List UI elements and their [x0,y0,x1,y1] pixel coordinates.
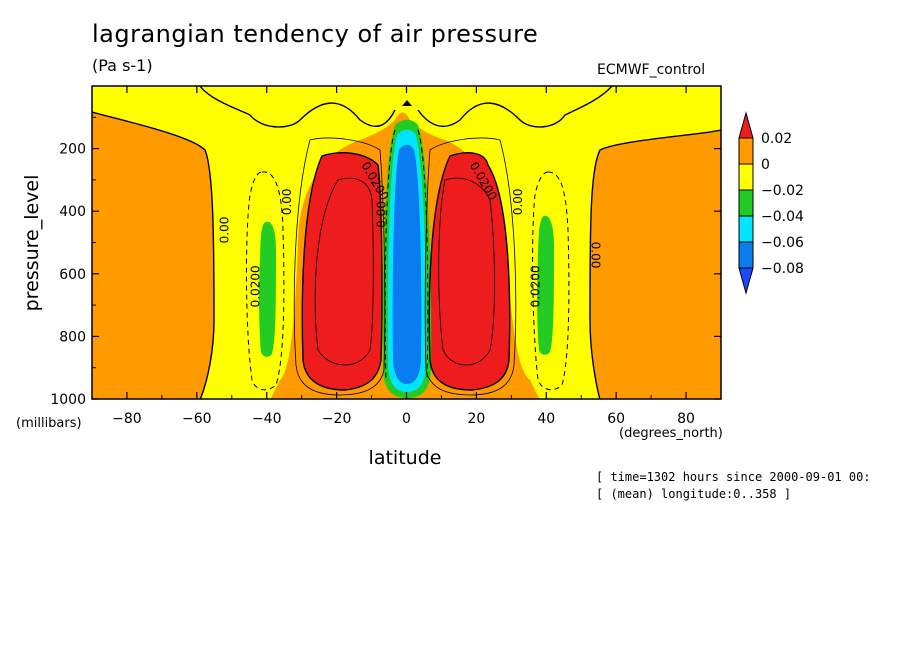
colorbar-swatch [738,189,754,217]
x-tick-label: 40 [537,411,555,427]
dashed-contour-north [532,171,570,391]
x-tick-label: 80 [677,411,695,427]
outer-contour-south [293,137,386,396]
x-tick-label: −80 [112,411,142,427]
colorbar-extend-top [738,111,754,139]
x-axis-units: (degrees_north) [619,426,723,441]
y-tick-label: 400 [59,204,86,220]
colorbar-level-label: 0 [761,157,770,173]
inner-contour-north [438,177,495,366]
colorbar-level-label: −0.06 [761,235,804,251]
colorbar-level-label: 0.02 [761,131,792,147]
colorbar-level-label: −0.04 [761,209,804,225]
y-axis-label: pressure_level [21,175,43,312]
y-tick-label: 800 [59,329,86,345]
max-marker-icon [402,100,412,106]
dashed-equatorial-north [417,129,429,381]
red-cell-north [429,152,510,390]
x-axis: −80 −60 −40 −20 0 20 40 60 80 [91,86,722,427]
green-band-south [259,221,276,357]
colorbar-level-label: −0.08 [761,261,804,277]
longitude-metadata: [ (mean) longitude:0..358 ] [596,487,792,501]
colorbar-swatch [738,215,754,243]
x-tick-label: 20 [467,411,485,427]
green-band-north [537,215,554,355]
y-tick-label: 200 [59,142,86,158]
chart-title: lagrangian tendency of air pressure [92,20,539,48]
y-tick-label: 1000 [50,392,86,408]
contour-label: 0.00 [217,217,231,244]
outer-contour-north [424,137,517,396]
y-axis: 200 400 600 800 1000 [50,116,721,408]
red-cell-south-outline [301,152,383,391]
colorbar-swatch [738,241,754,269]
colorbar-swatch [738,163,754,191]
dashed-equatorial-south [384,129,396,381]
x-tick-label: −40 [252,411,282,427]
contour-label: 0.0200 [528,265,542,307]
y-axis-units: (millibars) [16,416,82,431]
contour-label: 0.00 [589,242,603,269]
dataset-label: ECMWF_control [597,62,706,78]
contour-lines [92,86,721,399]
contour-label: 0.00 [511,188,525,215]
colorbar: 0.02 0 −0.02 −0.04 −0.06 −0.08 [738,111,804,295]
dashed-contours [245,129,570,391]
time-metadata: [ time=1302 hours since 2000-09-01 00: [596,470,871,484]
y-tick-label: 600 [59,267,86,283]
colorbar-level-label: −0.02 [761,183,804,199]
x-tick-label: 0 [402,411,411,427]
zero-contour-east [589,129,721,399]
x-axis-label: latitude [369,447,442,469]
chart-units: (Pa s-1) [92,56,153,75]
inner-contour-south [314,177,374,366]
red-cell-north-outline [428,152,511,391]
red-cell-south [302,152,382,390]
dashed-contour-south [245,171,285,391]
zero-contour-top [199,86,613,128]
colorbar-swatch [738,137,754,165]
contour-label: 0.0200 [249,265,263,307]
x-tick-label: −20 [322,411,352,427]
colorbar-extend-bottom [738,267,754,295]
x-tick-label: 60 [607,411,625,427]
zero-contour-west [92,111,215,399]
blue-equatorial-column [392,144,422,384]
contour-label: 0.00 [375,201,389,228]
contour-label: 0.00 [280,188,294,215]
yellow-top-band [92,86,721,399]
x-tick-label: −60 [182,411,212,427]
